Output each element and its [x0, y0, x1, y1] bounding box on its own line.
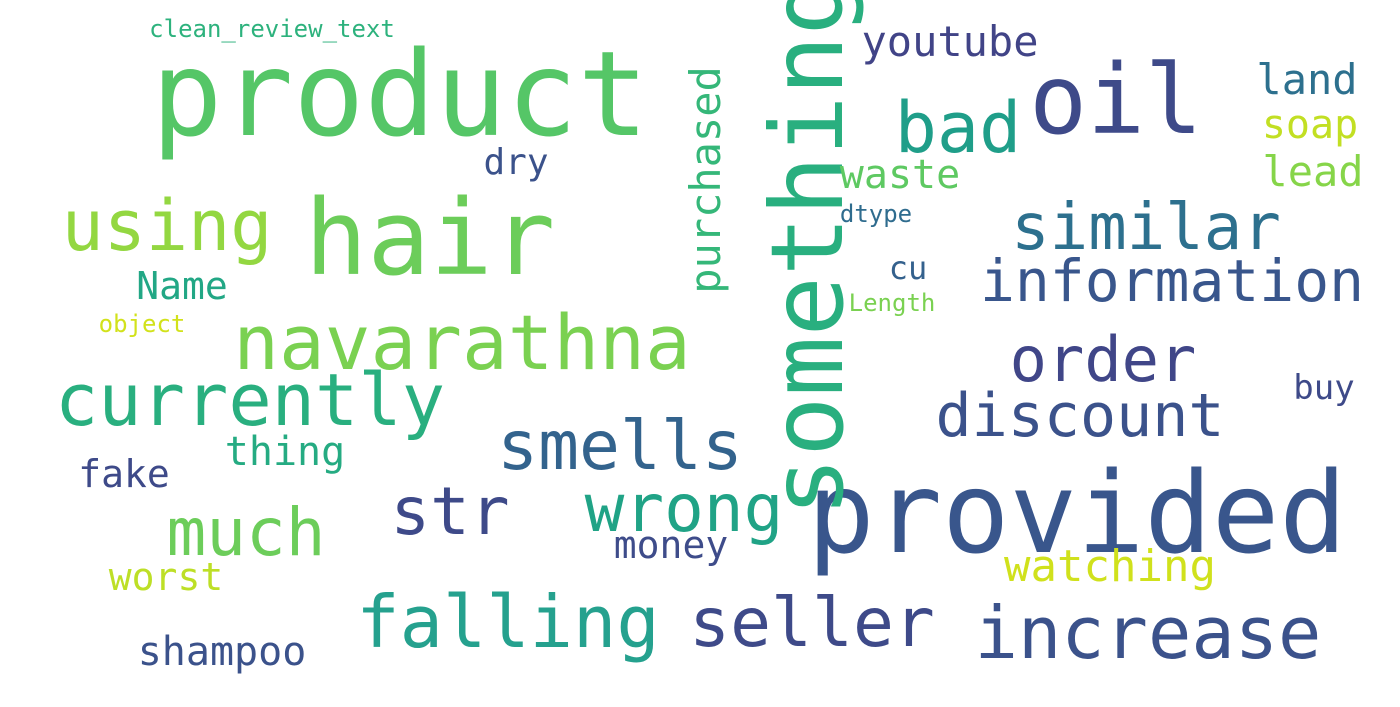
- word-discount: discount: [935, 381, 1225, 451]
- word-soap: soap: [1261, 102, 1359, 148]
- word-shampoo: shampoo: [137, 629, 307, 675]
- word-thing: thing: [224, 429, 346, 475]
- word-dtype: dtype: [839, 200, 913, 228]
- word-product: product: [151, 25, 649, 163]
- word-worst: worst: [108, 555, 224, 599]
- word-seller: seller: [689, 584, 935, 663]
- word-dry: dry: [483, 142, 549, 183]
- word-provided: provided: [807, 449, 1347, 579]
- word-buy: buy: [1293, 368, 1355, 408]
- word-length: Length: [848, 289, 936, 317]
- word-land: land: [1256, 55, 1358, 104]
- word-information: information: [979, 247, 1365, 315]
- word-lead: lead: [1262, 147, 1364, 196]
- word-bad: bad: [894, 87, 1022, 169]
- word-name: Name: [136, 264, 228, 308]
- word-money: money: [613, 523, 729, 567]
- word-object: object: [98, 310, 186, 338]
- word-cu: cu: [888, 249, 928, 287]
- word-much: much: [166, 494, 326, 571]
- word-waste: waste: [839, 152, 961, 198]
- word-smells: smells: [497, 407, 743, 486]
- word-order: order: [1009, 323, 1197, 396]
- word-falling: falling: [356, 580, 660, 664]
- word-similar: similar: [1011, 191, 1281, 265]
- word-wrong: wrong: [584, 470, 784, 547]
- word-clean-review-text: clean_review_text: [149, 15, 395, 43]
- word-hair: hair: [304, 177, 556, 299]
- word-currently: currently: [54, 358, 446, 442]
- word-str: str: [390, 473, 510, 550]
- word-something: something: [749, 0, 866, 517]
- word-watching: watching: [1004, 541, 1216, 592]
- word-using: using: [61, 185, 273, 267]
- word-increase: increase: [974, 591, 1322, 675]
- word-purchased: purchased: [681, 66, 730, 294]
- word-navarathna: navarathna: [233, 298, 691, 387]
- word-fake: fake: [78, 452, 170, 496]
- word-youtube: youtube: [861, 17, 1039, 66]
- word-oil: oil: [1029, 44, 1203, 156]
